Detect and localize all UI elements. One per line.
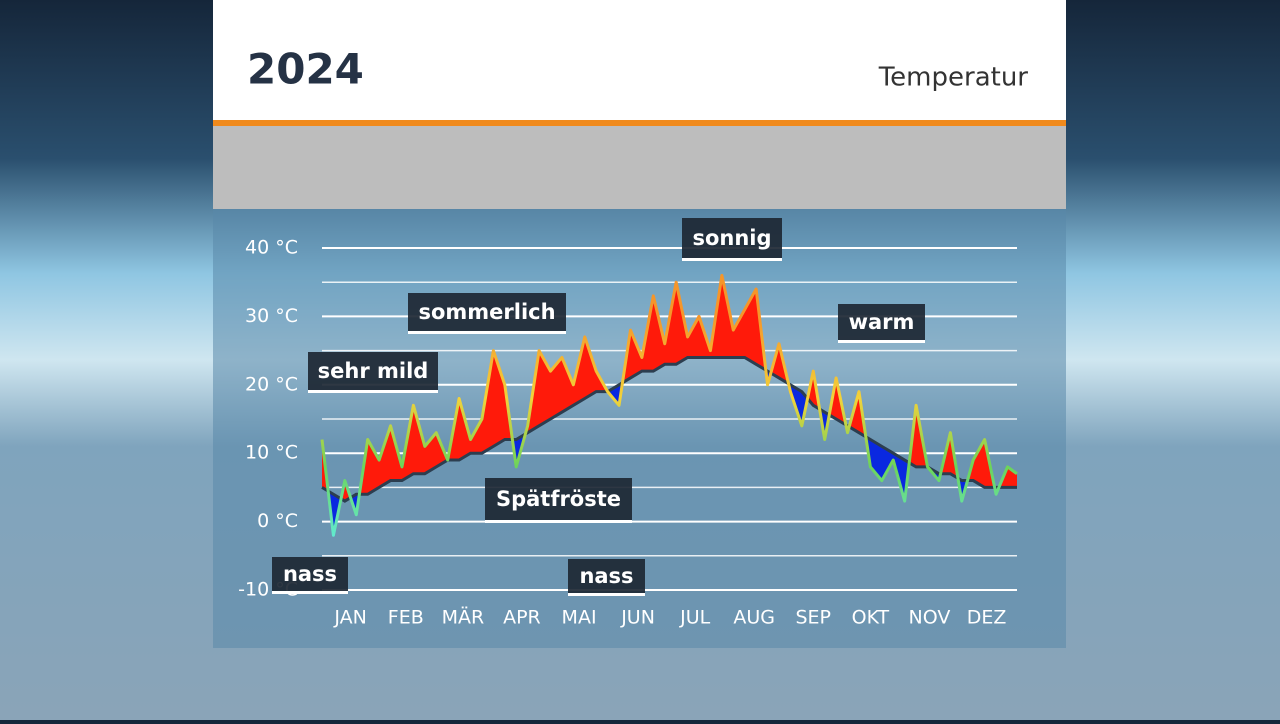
annotation-label: nass bbox=[283, 562, 337, 586]
annotation-label: sommerlich bbox=[418, 300, 555, 324]
subtitle: Temperatur bbox=[878, 63, 1029, 93]
annotation-box bbox=[408, 293, 566, 331]
annotation-underline bbox=[408, 331, 566, 334]
anomaly-above bbox=[322, 275, 1017, 502]
header-rule bbox=[213, 120, 1066, 126]
x-tick-label: JUN bbox=[620, 607, 655, 629]
annotation-underline bbox=[272, 591, 348, 594]
title: 2024 bbox=[247, 45, 364, 94]
annotation-underline bbox=[838, 340, 925, 343]
annotation-box bbox=[568, 559, 645, 593]
x-tick-label: MÄR bbox=[442, 606, 485, 629]
annotation-label: Spätfröste bbox=[496, 487, 621, 511]
x-tick-label: SEP bbox=[795, 607, 831, 629]
y-tick-label: 20 °C bbox=[245, 373, 298, 395]
annotation-underline bbox=[485, 520, 632, 523]
annotation-box bbox=[308, 352, 438, 390]
annotation-label: warm bbox=[849, 310, 915, 334]
x-tick-label: JUL bbox=[679, 607, 711, 629]
annotation-box bbox=[682, 218, 782, 258]
x-tick-label: MAI bbox=[562, 607, 597, 629]
x-tick-label: APR bbox=[503, 607, 541, 629]
annotation-label: sonnig bbox=[692, 226, 771, 250]
y-tick-label: 40 °C bbox=[245, 237, 298, 259]
annotation-underline bbox=[568, 593, 645, 596]
x-tick-label: FEB bbox=[388, 607, 424, 629]
annotation-underline bbox=[308, 390, 438, 393]
annotation-label: nass bbox=[579, 564, 633, 588]
y-tick-label: 10 °C bbox=[245, 442, 298, 464]
y-tick-label: 30 °C bbox=[245, 305, 298, 327]
annotation-box bbox=[272, 557, 348, 591]
grey-band bbox=[213, 126, 1066, 209]
annotation-box bbox=[838, 304, 925, 340]
y-tick-label: 0 °C bbox=[257, 510, 298, 532]
reference-line bbox=[321, 355, 1017, 503]
x-tick-label: DEZ bbox=[967, 607, 1007, 629]
annotation-box bbox=[485, 478, 632, 520]
x-tick-label: OKT bbox=[852, 607, 890, 629]
x-tick-label: JAN bbox=[333, 607, 366, 629]
x-tick-label: AUG bbox=[733, 607, 775, 629]
header-panel bbox=[213, 0, 1066, 120]
annotation-label: sehr mild bbox=[318, 359, 429, 383]
x-tick-label: NOV bbox=[908, 607, 950, 629]
temperature-line bbox=[320, 273, 1018, 537]
annotation-underline bbox=[682, 258, 782, 261]
